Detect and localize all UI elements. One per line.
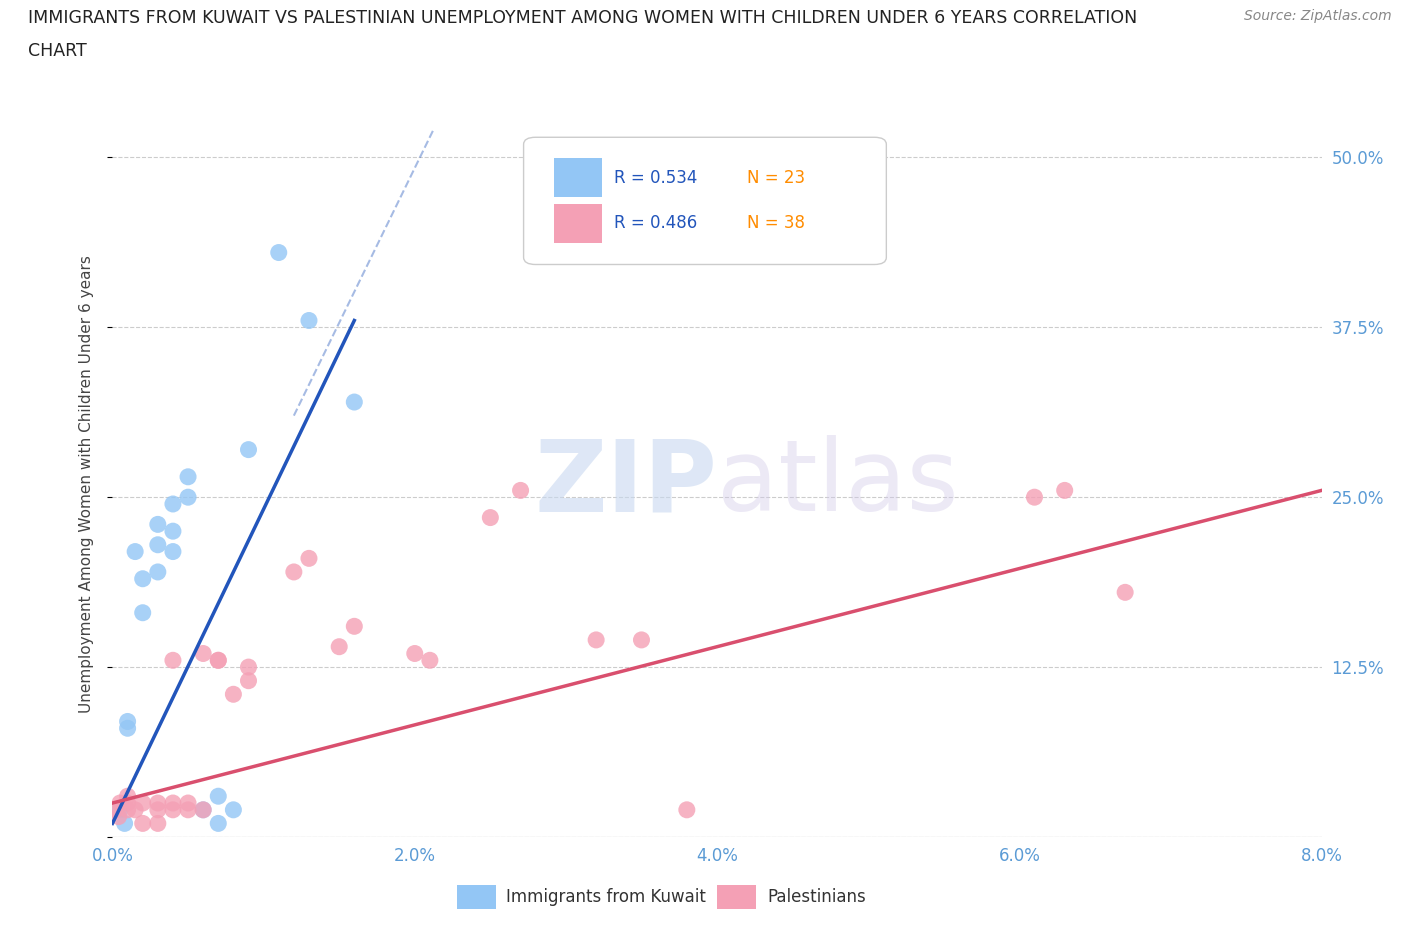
- Point: [162, 803, 184, 817]
- Point: [222, 803, 245, 817]
- Point: [207, 653, 229, 668]
- Point: [117, 721, 139, 736]
- Point: [132, 795, 155, 810]
- Point: [162, 544, 184, 559]
- Point: [207, 653, 229, 668]
- Point: [108, 795, 131, 810]
- FancyBboxPatch shape: [554, 158, 602, 197]
- Point: [146, 795, 169, 810]
- Point: [117, 714, 139, 729]
- Point: [162, 795, 184, 810]
- Text: IMMIGRANTS FROM KUWAIT VS PALESTINIAN UNEMPLOYMENT AMONG WOMEN WITH CHILDREN UND: IMMIGRANTS FROM KUWAIT VS PALESTINIAN UN…: [28, 9, 1137, 27]
- Point: [238, 673, 260, 688]
- Point: [104, 803, 127, 817]
- Text: Palestinians: Palestinians: [768, 887, 866, 906]
- Text: R = 0.534: R = 0.534: [614, 168, 697, 187]
- Point: [479, 511, 502, 525]
- Text: atlas: atlas: [717, 435, 959, 532]
- Point: [132, 571, 155, 586]
- Point: [146, 565, 169, 579]
- Point: [191, 803, 215, 817]
- Text: ZIP: ZIP: [534, 435, 717, 532]
- Point: [222, 687, 245, 702]
- FancyBboxPatch shape: [523, 138, 886, 264]
- Text: Source: ZipAtlas.com: Source: ZipAtlas.com: [1244, 9, 1392, 23]
- Point: [1024, 490, 1046, 505]
- Text: N = 38: N = 38: [748, 215, 806, 232]
- Point: [343, 618, 366, 633]
- Point: [1114, 585, 1136, 600]
- Text: CHART: CHART: [28, 42, 87, 60]
- Point: [146, 816, 169, 830]
- Y-axis label: Unemployment Among Women with Children Under 6 years: Unemployment Among Women with Children U…: [79, 255, 94, 712]
- Point: [630, 632, 652, 647]
- Point: [343, 394, 366, 409]
- Point: [117, 789, 139, 804]
- Text: R = 0.486: R = 0.486: [614, 215, 697, 232]
- Point: [585, 632, 607, 647]
- FancyBboxPatch shape: [554, 205, 602, 244]
- Point: [207, 816, 229, 830]
- Point: [1053, 483, 1076, 498]
- Point: [404, 646, 426, 661]
- Point: [146, 538, 169, 552]
- Point: [177, 470, 200, 485]
- Point: [177, 803, 200, 817]
- Text: Immigrants from Kuwait: Immigrants from Kuwait: [506, 887, 706, 906]
- Text: N = 23: N = 23: [748, 168, 806, 187]
- Point: [238, 659, 260, 674]
- Point: [283, 565, 305, 579]
- Point: [675, 803, 697, 817]
- Point: [117, 803, 139, 817]
- Point: [162, 497, 184, 512]
- Point: [191, 646, 215, 661]
- Point: [419, 653, 441, 668]
- Point: [114, 816, 136, 830]
- Point: [191, 803, 215, 817]
- Point: [207, 789, 229, 804]
- Point: [117, 795, 139, 810]
- Point: [298, 551, 321, 565]
- Point: [177, 490, 200, 505]
- Point: [267, 246, 290, 260]
- Point: [124, 544, 146, 559]
- Point: [132, 605, 155, 620]
- Point: [177, 795, 200, 810]
- Point: [107, 809, 129, 824]
- Point: [238, 442, 260, 457]
- Point: [124, 803, 146, 817]
- Point: [328, 639, 350, 654]
- Point: [146, 803, 169, 817]
- Point: [298, 313, 321, 328]
- Point: [509, 483, 531, 498]
- Point: [162, 653, 184, 668]
- Point: [132, 816, 155, 830]
- Point: [108, 803, 131, 817]
- Point: [162, 524, 184, 538]
- Point: [146, 517, 169, 532]
